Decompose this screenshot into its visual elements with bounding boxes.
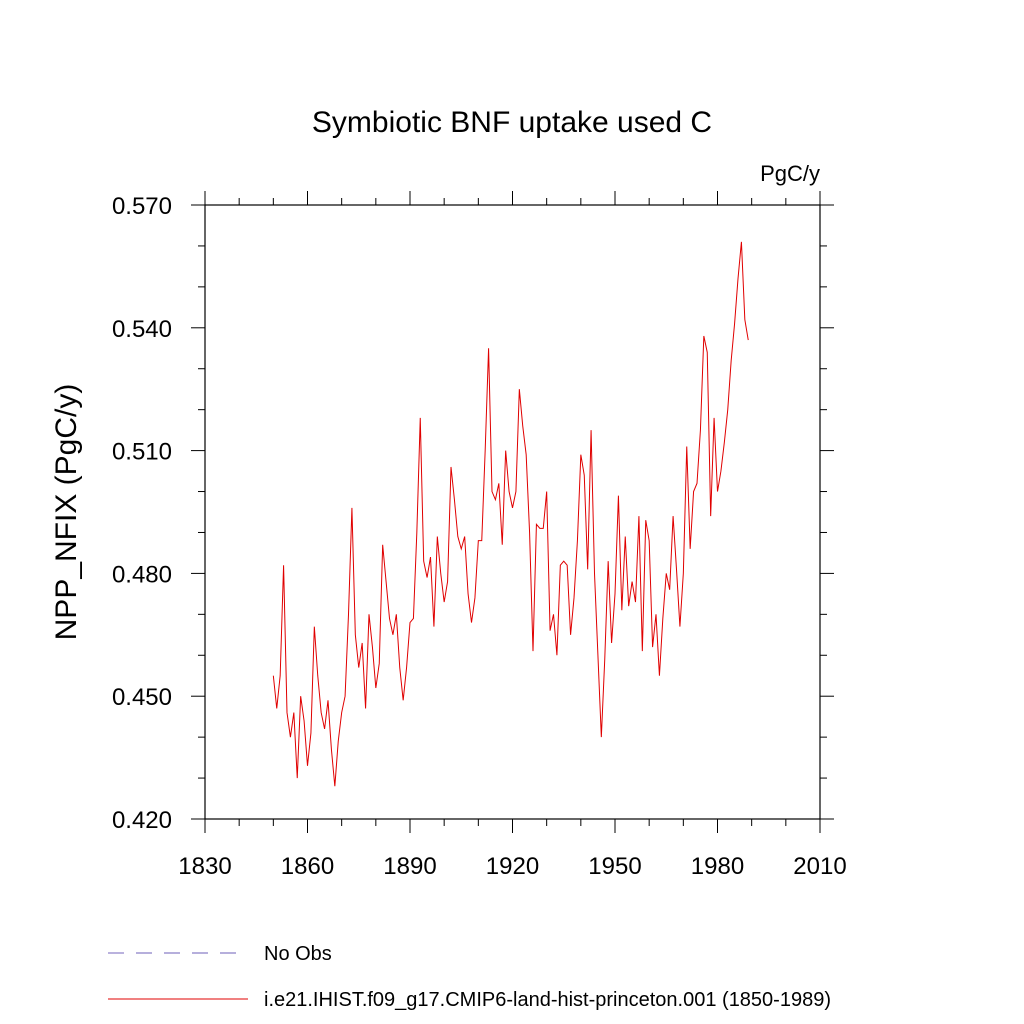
x-tick-label: 1980 <box>691 853 744 880</box>
y-tick-label: 0.540 <box>112 316 172 343</box>
chart-title: Symbiotic BNF uptake used C <box>312 106 712 139</box>
legend-label-model: i.e21.IHIST.f09_g17.CMIP6-land-hist-prin… <box>264 989 831 1011</box>
y-tick-label: 0.510 <box>112 439 172 466</box>
y-tick-label: 0.450 <box>112 684 172 711</box>
plot-frame <box>204 204 821 820</box>
x-tick-label: 1920 <box>486 853 539 880</box>
legend: No Obs i.e21.IHIST.f09_g17.CMIP6-land-hi… <box>108 943 831 1011</box>
x-tick-label: 1860 <box>281 853 334 880</box>
y-axis-label: NPP_NFIX (PgC/y) <box>50 384 83 641</box>
y-tick-label: 0.480 <box>112 561 172 588</box>
series-line-1 <box>272 241 749 787</box>
x-tick-label: 1890 <box>383 853 436 880</box>
x-axis-tick-labels: 1830 1860 1890 1920 1950 1980 2010 <box>178 853 846 880</box>
y-tick-label: 0.570 <box>112 193 172 220</box>
y-tick-label: 0.420 <box>112 807 172 834</box>
x-axis-ticks <box>204 191 821 833</box>
units-label: PgC/y <box>760 161 820 186</box>
x-tick-label: 1830 <box>178 853 231 880</box>
x-tick-label: 2010 <box>793 853 846 880</box>
legend-label-no-obs: No Obs <box>264 943 332 965</box>
y-axis-tick-labels: 0.420 0.450 0.480 0.510 0.540 0.570 <box>112 193 172 834</box>
y-axis-ticks <box>191 204 834 820</box>
x-tick-label: 1950 <box>588 853 641 880</box>
series-layer <box>272 241 749 787</box>
